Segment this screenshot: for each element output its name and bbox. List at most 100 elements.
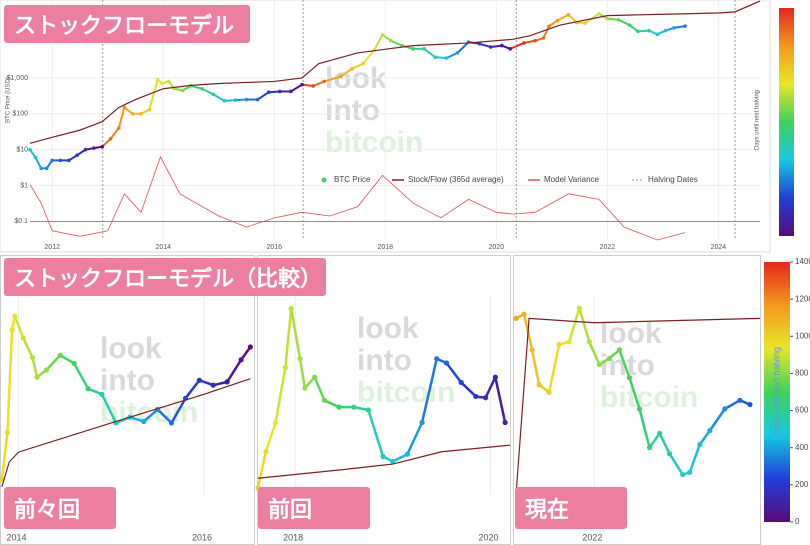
watermark: into xyxy=(100,364,155,397)
price-point xyxy=(655,32,660,37)
price-segment xyxy=(73,362,90,390)
price-segment xyxy=(117,107,126,129)
price-point xyxy=(361,61,365,66)
price-point xyxy=(141,418,147,425)
x-tick-label: 2018 xyxy=(283,532,303,542)
price-point xyxy=(444,56,449,60)
x-tick-label: 2016 xyxy=(266,244,282,251)
price-segment xyxy=(59,354,75,365)
price-point xyxy=(433,55,438,59)
price-segment xyxy=(367,409,385,457)
price-point xyxy=(282,364,288,371)
price-segment xyxy=(530,349,541,385)
price-segment xyxy=(264,422,277,453)
price-point xyxy=(541,36,546,40)
price-point xyxy=(566,12,571,17)
price-point xyxy=(404,451,411,457)
colorbar xyxy=(779,8,794,236)
y-axis-label: BTC Price (USD) xyxy=(6,77,12,123)
price-segment xyxy=(479,42,492,48)
price-point xyxy=(39,166,43,171)
price-point xyxy=(50,158,55,163)
price-segment xyxy=(362,49,375,65)
price-segment xyxy=(274,367,287,423)
price-segment xyxy=(673,25,686,29)
model-line xyxy=(1,378,251,488)
price-segment xyxy=(148,79,159,110)
price-segment xyxy=(490,44,502,49)
price-segment xyxy=(212,93,225,102)
price-segment xyxy=(298,358,307,389)
price-point xyxy=(747,401,753,408)
price-point xyxy=(297,356,303,362)
price-point xyxy=(586,339,592,345)
price-segment xyxy=(22,337,34,359)
price-point xyxy=(737,397,743,403)
colorbar-label: Days until next halving xyxy=(755,90,761,150)
price-point xyxy=(272,419,279,426)
price-segment xyxy=(484,376,497,399)
price-point xyxy=(130,111,135,116)
colorbar-tick-label: 200 xyxy=(795,480,809,489)
price-point xyxy=(300,82,304,87)
price-point xyxy=(477,41,482,46)
price-segment xyxy=(724,399,741,410)
price-segment xyxy=(618,349,631,379)
price-segment xyxy=(256,451,268,489)
price-segment xyxy=(6,329,14,433)
price-point xyxy=(722,406,728,412)
price-point xyxy=(166,79,171,84)
price-point xyxy=(4,429,11,436)
price-point xyxy=(488,45,493,49)
price-point xyxy=(160,81,164,86)
price-point xyxy=(522,41,526,45)
price-point xyxy=(312,374,318,380)
price-segment xyxy=(312,80,325,87)
x-tick-label: 2022 xyxy=(582,532,602,542)
price-point xyxy=(411,47,415,51)
price-point xyxy=(75,153,79,157)
price-point xyxy=(43,367,49,373)
price-point xyxy=(336,404,342,410)
price-segment xyxy=(109,127,120,140)
price-segment xyxy=(313,376,326,401)
price-point xyxy=(155,77,160,82)
colorbar-tick-label: 1200 xyxy=(795,294,810,303)
price-point xyxy=(255,97,260,102)
colorbar-tick-label: 400 xyxy=(795,443,809,452)
price-segment xyxy=(156,408,173,424)
price-point xyxy=(683,24,687,28)
price-segment xyxy=(523,39,536,44)
price-point xyxy=(596,361,602,368)
price-segment xyxy=(170,397,187,424)
watermark: bitcoin xyxy=(357,376,455,409)
price-point xyxy=(458,379,464,386)
price-segment xyxy=(688,444,701,473)
price-segment xyxy=(556,13,569,22)
price-point xyxy=(646,445,653,451)
price-segment xyxy=(547,344,561,393)
price-point xyxy=(196,377,202,383)
price-segment xyxy=(0,432,9,480)
y-tick-label: $0.1 xyxy=(14,218,28,225)
price-segment xyxy=(708,408,726,432)
price-point xyxy=(656,430,663,436)
price-point xyxy=(278,89,282,94)
price-segment xyxy=(268,90,280,94)
price-point xyxy=(222,99,227,103)
price-point xyxy=(422,47,426,51)
price-point xyxy=(697,442,703,448)
price-point xyxy=(311,84,315,88)
price-point xyxy=(71,360,77,367)
price-point xyxy=(576,305,582,311)
price-segment xyxy=(435,56,447,60)
x-tick-label: 2018 xyxy=(377,244,393,251)
price-segment xyxy=(460,381,477,398)
colorbar-tick-label: 0 xyxy=(795,517,800,526)
watermark: bitcoin xyxy=(325,126,423,159)
x-tick-label: 2020 xyxy=(478,532,498,542)
price-segment xyxy=(289,308,302,359)
